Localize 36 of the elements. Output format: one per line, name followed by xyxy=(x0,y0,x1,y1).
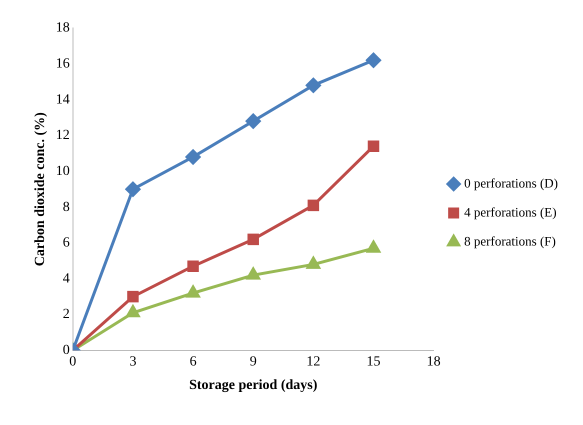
x-tick-label: 12 xyxy=(306,354,320,370)
y-tick-label: 14 xyxy=(56,92,70,108)
point xyxy=(366,240,380,253)
legend-label: 8 perforations (F) xyxy=(464,233,556,248)
y-tick-label: 12 xyxy=(56,128,70,144)
y-tick-label: 16 xyxy=(56,56,70,72)
point xyxy=(246,268,260,280)
point xyxy=(246,114,261,129)
x-tick-label: 6 xyxy=(190,354,197,370)
y-tick-label: 2 xyxy=(62,307,70,322)
x-tick-label: 9 xyxy=(250,354,257,370)
x-tick-label: 18 xyxy=(426,354,441,370)
point xyxy=(186,149,201,164)
point xyxy=(306,78,321,93)
y-tick-label: 4 xyxy=(62,271,70,286)
y-tick-label: 18 xyxy=(56,20,70,36)
point xyxy=(187,260,199,272)
point xyxy=(126,305,140,318)
y-axis-title: Carbon dioxide conc. (%) xyxy=(33,112,48,266)
point xyxy=(368,140,380,152)
y-tick-label: 0 xyxy=(62,343,70,358)
x-tick-label: 3 xyxy=(129,354,136,370)
x-tick-label: 15 xyxy=(366,354,381,370)
point xyxy=(366,52,382,68)
y-tick-label: 8 xyxy=(62,200,70,215)
legend-label: 4 perforations (E) xyxy=(464,204,557,220)
y-tick-label: 10 xyxy=(56,164,70,179)
legend-label: 0 perforations (D) xyxy=(464,175,558,190)
point xyxy=(247,234,259,246)
point xyxy=(125,182,140,197)
y-tick-label: 6 xyxy=(62,236,70,251)
point xyxy=(127,290,139,302)
x-axis-title: Storage period (days) xyxy=(189,378,318,394)
point xyxy=(306,256,320,269)
point xyxy=(186,286,200,298)
point xyxy=(308,200,320,212)
